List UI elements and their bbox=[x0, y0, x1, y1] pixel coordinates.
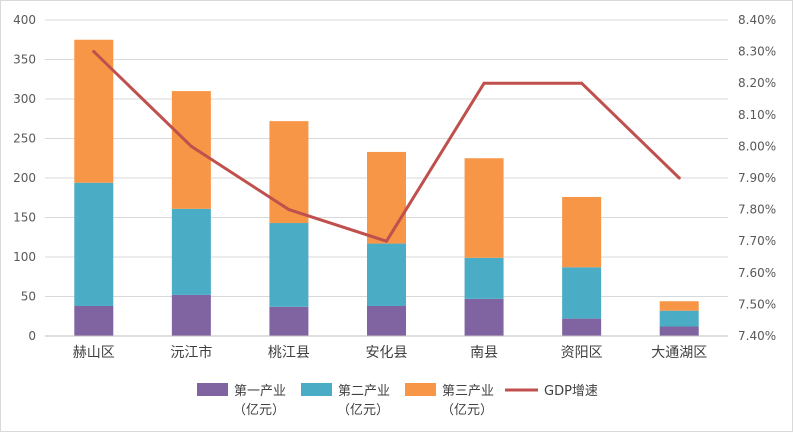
legend-swatch bbox=[197, 383, 228, 396]
legend-label: 第三产业 bbox=[442, 384, 494, 399]
bar-segment-series-3 bbox=[74, 39, 114, 183]
x-tick-label: 沅江市 bbox=[170, 344, 212, 361]
bar-segment-series-3 bbox=[659, 301, 699, 311]
y-left-tick-label: 150 bbox=[13, 211, 36, 225]
gdp-growth-point bbox=[385, 239, 388, 243]
y-right-tick-label: 7.70% bbox=[738, 234, 776, 248]
bar-segment-series-3 bbox=[562, 196, 602, 268]
y-left-tick-label: 250 bbox=[13, 132, 36, 146]
bar-segment-series-2 bbox=[464, 257, 504, 299]
legend-label-unit: （亿元） bbox=[337, 403, 389, 418]
x-tick-label: 桃江县 bbox=[268, 345, 310, 361]
y-left-tick-label: 200 bbox=[13, 171, 36, 185]
bar-segment-series-1 bbox=[269, 306, 309, 336]
bar-segment-series-3 bbox=[269, 121, 309, 224]
bar-segment-series-3 bbox=[367, 151, 406, 244]
y-right-tick-label: 8.20% bbox=[738, 76, 776, 90]
y-right-tick-label: 7.60% bbox=[738, 266, 776, 280]
bar-segment-series-1 bbox=[367, 305, 406, 336]
bar-segment-series-2 bbox=[367, 243, 406, 306]
y-right-tick-label: 8.40% bbox=[738, 13, 776, 27]
bar-segment-series-1 bbox=[464, 298, 504, 336]
y-left-tick-label: 0 bbox=[28, 329, 36, 343]
x-tick-label: 安化县 bbox=[366, 345, 408, 361]
x-tick-label: 赫山区 bbox=[73, 345, 115, 361]
legend-label-unit: （亿元） bbox=[233, 403, 285, 418]
bar-segment-series-1 bbox=[562, 318, 602, 336]
legend-label-unit: （亿元） bbox=[441, 403, 493, 418]
bar-segment-series-1 bbox=[171, 294, 211, 336]
bar-segment-series-3 bbox=[171, 91, 211, 209]
bar-segment-series-2 bbox=[562, 267, 602, 319]
x-tick-label: 大通湖区 bbox=[651, 345, 707, 361]
bar-segment-series-2 bbox=[269, 223, 309, 307]
gdp-growth-point bbox=[92, 50, 96, 54]
y-left-tick-label: 300 bbox=[13, 92, 36, 106]
gdp-growth-point bbox=[287, 208, 291, 212]
gdp-growth-point bbox=[482, 81, 486, 85]
gdp-growth-point bbox=[189, 144, 193, 148]
y-left-tick-label: 100 bbox=[13, 250, 36, 264]
legend-label: 第一产业 bbox=[234, 384, 286, 399]
y-right-tick-label: 7.80% bbox=[738, 203, 776, 217]
bar-segment-series-3 bbox=[464, 158, 504, 258]
y-right-tick-label: 7.90% bbox=[738, 171, 776, 185]
gdp-growth-point bbox=[677, 176, 681, 180]
x-tick-label: 南县 bbox=[470, 345, 498, 361]
bar-segment-series-2 bbox=[74, 182, 114, 306]
bar-segment-series-1 bbox=[74, 305, 114, 336]
y-right-tick-label: 8.30% bbox=[738, 45, 776, 59]
y-left-tick-label: 350 bbox=[13, 53, 36, 67]
y-right-tick-label: 8.00% bbox=[738, 139, 776, 153]
y-right-tick-label: 8.10% bbox=[738, 108, 776, 122]
y-right-tick-label: 7.40% bbox=[738, 329, 776, 343]
legend-label: GDP增速 bbox=[544, 384, 598, 399]
bar-segment-series-1 bbox=[659, 326, 699, 336]
bar-segment-series-2 bbox=[171, 208, 211, 295]
legend-swatch bbox=[301, 383, 332, 396]
y-left-tick-label: 400 bbox=[13, 13, 36, 27]
x-tick-label: 资阳区 bbox=[561, 345, 603, 361]
bar-segment-series-2 bbox=[659, 310, 699, 327]
legend-swatch bbox=[405, 383, 436, 396]
legend-label: 第二产业 bbox=[338, 384, 390, 399]
gdp-growth-point bbox=[580, 81, 584, 85]
y-left-tick-label: 50 bbox=[21, 290, 36, 304]
y-right-tick-label: 7.50% bbox=[738, 297, 776, 311]
